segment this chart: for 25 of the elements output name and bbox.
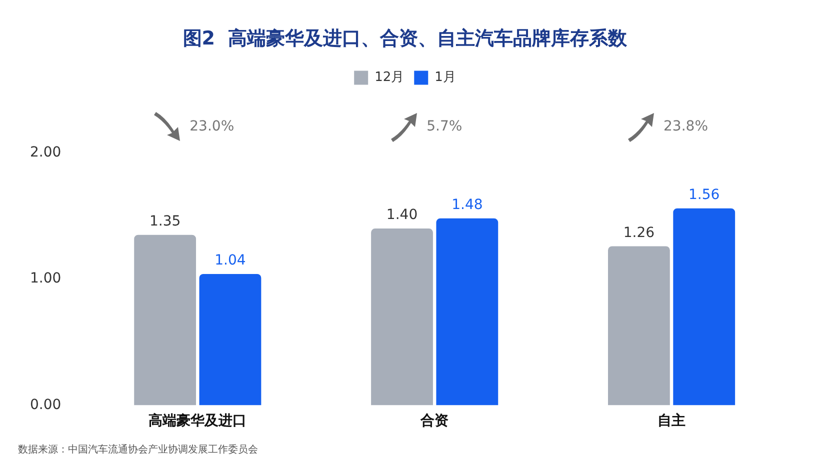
legend-label: 1月 [434, 70, 456, 86]
legend-label: 12月 [374, 70, 404, 86]
text: 23.8% [664, 118, 708, 134]
bar [199, 274, 262, 406]
y-tick-label: 0.00 [30, 396, 62, 413]
bar [134, 234, 196, 406]
data-label: 1.48 [452, 197, 483, 214]
data-label: 1.26 [623, 224, 655, 241]
x-tick-label: 合资 [420, 413, 449, 430]
x-tick-label: 高端豪华及进口 [148, 412, 247, 430]
text: 5.7% [426, 118, 462, 134]
data-label: 1.56 [688, 186, 720, 203]
text: 23.0% [190, 118, 234, 134]
bar [673, 208, 736, 406]
bar [608, 246, 670, 406]
data-label: 1.40 [386, 207, 418, 224]
data-label: 1.04 [214, 252, 246, 269]
chart-title: 图2 高端豪华及进口、合资、自主汽车品牌库存系数 [182, 27, 628, 50]
bar [436, 218, 498, 406]
y-tick-label: 2.00 [30, 144, 62, 160]
x-tick-label: 自主 [658, 412, 686, 430]
data-label: 1.35 [149, 213, 181, 230]
y-tick-label: 1.00 [30, 270, 62, 287]
source-note: 数据来源：中国汽车流通协会产业协调发展工作委员会 [18, 444, 258, 456]
bar [371, 228, 433, 406]
